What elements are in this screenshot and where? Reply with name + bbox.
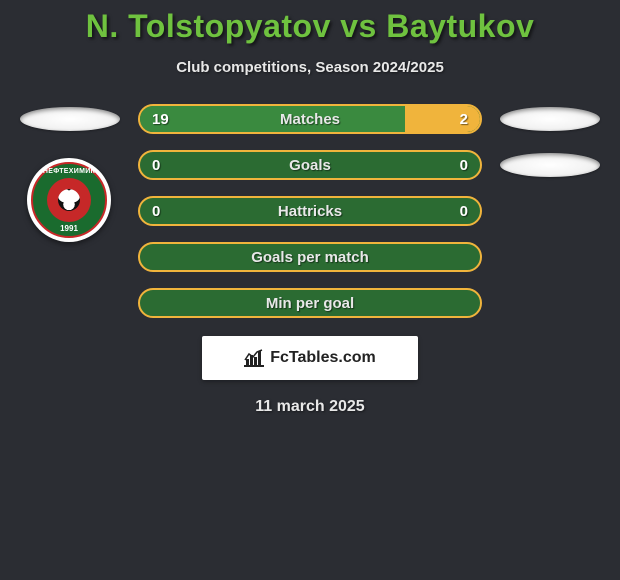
stat-bar: Goals per match: [138, 242, 482, 272]
bar-fill-right: [405, 106, 480, 132]
crest-text-top: НЕФТЕХИМИК: [33, 168, 105, 175]
stat-row: Goals per match: [0, 242, 620, 272]
watermark: FcTables.com: [202, 336, 418, 380]
stat-label: Goals per match: [251, 249, 369, 266]
watermark-text: FcTables.com: [270, 349, 376, 367]
team-badge-right: [500, 107, 600, 131]
stat-bar: 19 2 Matches: [138, 104, 482, 134]
stat-value-left: 0: [152, 203, 160, 220]
stat-value-left: 0: [152, 157, 160, 174]
crest-text-bottom: 1991: [33, 224, 105, 233]
bar-chart-icon: [244, 349, 264, 367]
club-crest-left: НЕФТЕХИМИК 1991: [27, 158, 111, 242]
date-label: 11 march 2025: [0, 398, 620, 416]
stats-rows: НЕФТЕХИМИК 1991 19 2 Matches 0 0 Goals 0 0 Hattr…: [0, 104, 620, 318]
crest-outer: НЕФТЕХИМИК 1991: [27, 158, 111, 242]
stat-label: Goals: [289, 157, 331, 174]
stat-label: Matches: [280, 111, 340, 128]
crest-ring: НЕФТЕХИМИК 1991: [31, 162, 107, 238]
subtitle: Club competitions, Season 2024/2025: [0, 59, 620, 76]
stat-bar: 0 0 Goals: [138, 150, 482, 180]
stat-bar: 0 0 Hattricks: [138, 196, 482, 226]
stat-row: 19 2 Matches: [0, 104, 620, 134]
team-badge-right: [500, 153, 600, 177]
page-title: N. Tolstopyatov vs Baytukov: [0, 8, 620, 45]
stat-label: Min per goal: [266, 295, 354, 312]
stat-value-left: 19: [152, 111, 169, 128]
stat-value-right: 2: [460, 111, 468, 128]
stat-row: Min per goal: [0, 288, 620, 318]
bar-fill-left: [140, 106, 405, 132]
crest-inner: [47, 178, 91, 222]
comparison-card: N. Tolstopyatov vs Baytukov Club competi…: [0, 0, 620, 416]
stat-value-right: 0: [460, 157, 468, 174]
soccer-ball-icon: [58, 189, 80, 211]
team-badge-left: [20, 107, 120, 131]
stat-label: Hattricks: [278, 203, 342, 220]
stat-value-right: 0: [460, 203, 468, 220]
stat-bar: Min per goal: [138, 288, 482, 318]
